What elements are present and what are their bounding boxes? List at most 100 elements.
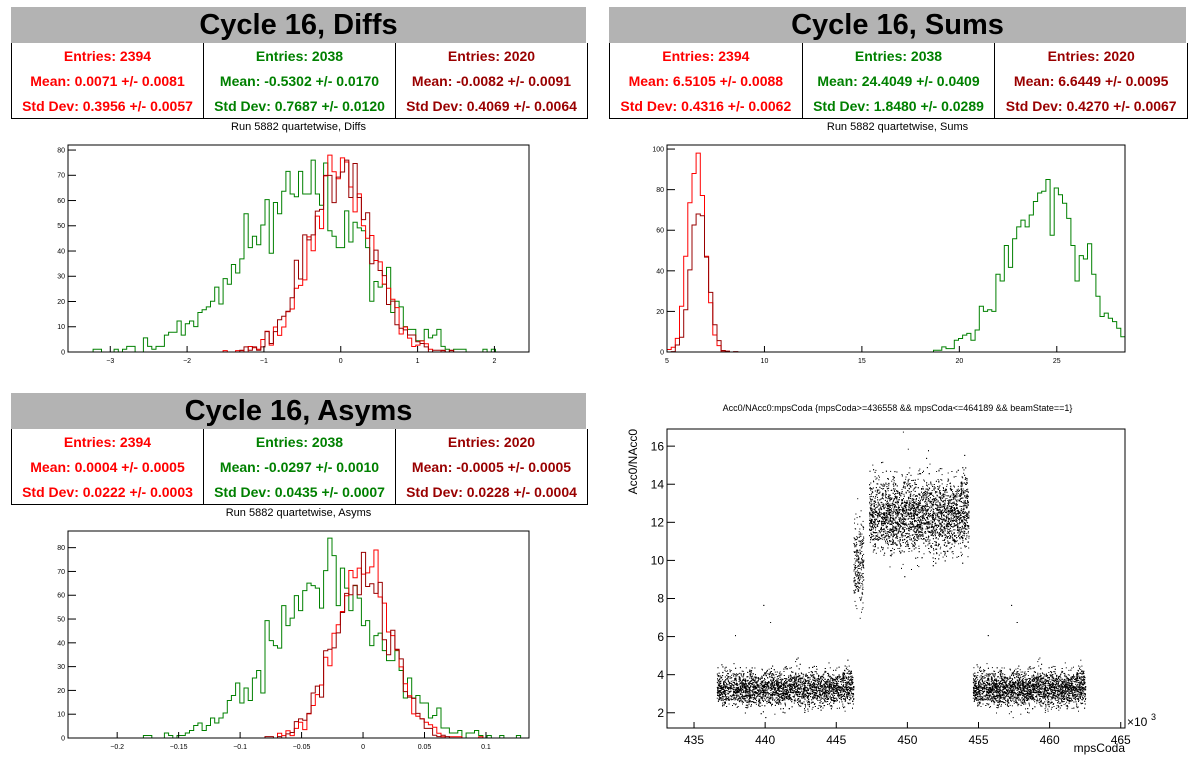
scatter-point [740,673,742,675]
scatter-point [856,536,858,538]
scatter-point [732,705,733,706]
scatter-point [737,706,739,707]
scatter-point [850,688,852,690]
scatter-point [751,701,753,703]
scatter-point [748,701,750,703]
scatter-point [843,698,845,700]
scatter-point [804,703,806,705]
scatter-point [812,679,814,681]
scatter-point [816,692,818,694]
scatter-point [758,690,760,692]
scatter-point [723,685,725,687]
scatter-point [821,676,823,678]
scatter-point [858,586,859,588]
scatter-point [858,572,860,573]
scatter-point [851,692,853,694]
scatter-point [844,682,846,683]
scatter-point [826,680,827,682]
scatter-point [749,691,751,693]
scatter-point [720,680,722,682]
scatter-point [762,688,764,689]
scatter-point [836,691,838,693]
scatter-point [773,680,774,682]
scatter-point [810,684,812,686]
scatter-point [802,697,804,699]
scatter-point [842,685,844,687]
scatter-point [850,689,852,691]
scatter-point [733,692,735,693]
scatter-point [724,685,726,687]
scatter-point [736,687,738,688]
scatter-point [767,686,769,688]
scatter-point [797,694,799,696]
scatter-point [790,675,792,677]
scatter-point [751,667,753,669]
scatter-point [718,691,720,693]
scatter-point [743,673,745,674]
scatter-point [773,688,775,690]
scatter-point [824,686,826,688]
scatter-point [840,676,842,678]
scatter-plot: 435 440 445 450 455 460 465246810121416mpsCoda… [626,428,1156,755]
scatter-point [797,679,799,680]
scatter-point [734,694,736,696]
scatter-point [772,697,774,699]
scatter-point [859,516,861,518]
scatter-point [844,695,846,697]
scatter-point [780,697,782,699]
scatter-point [823,684,825,686]
scatter-point [850,678,852,680]
scatter-point [782,708,784,710]
scatter-point [783,682,784,684]
scatter-point [820,683,821,685]
scatter-point [725,679,727,681]
scatter-point [846,692,847,694]
scatter-point [856,575,858,577]
scatter-point [852,696,854,698]
scatter-point [749,701,751,703]
scatter-point [747,695,749,697]
scatter-point [734,699,736,701]
scatter-point [843,679,845,681]
scatter-point [797,690,798,691]
scatter-point [725,695,726,696]
scatter-point [843,672,845,674]
scatter-point [848,670,850,672]
y-tick-label: 80 [57,147,65,154]
scatter-point [808,701,810,703]
scatter-point [789,684,791,686]
scatter-point [794,685,796,687]
scatter-point [860,564,862,566]
scatter-point [814,694,816,696]
scatter-point [788,695,790,697]
scatter-point [793,681,795,683]
scatter-point [732,680,734,682]
scatter-point [830,697,832,699]
scatter-point [792,689,794,691]
scatter-point [800,684,801,686]
scatter-point [734,687,736,689]
scatter-point [742,701,744,703]
scatter-point [767,683,769,685]
scatter-point [756,693,758,695]
scatter-point [744,685,746,687]
scatter-point [772,673,774,674]
scatter-point [832,691,834,693]
scatter-point [824,700,826,702]
scatter-point [724,676,726,678]
scatter-point [847,691,849,693]
scatter-point [743,690,745,692]
scatter-point [821,694,823,696]
scatter-point [763,686,765,687]
scatter-point [797,695,798,697]
histogram-series-line [667,179,1126,353]
scatter-point [855,560,857,562]
x-tick-label: −0.05 [293,744,311,751]
scatter-point [855,585,857,587]
scatter-point [808,677,809,679]
scatter-point [729,695,731,697]
scatter-point [718,685,720,686]
scatter-point [854,568,856,570]
scatter-point [752,693,754,695]
